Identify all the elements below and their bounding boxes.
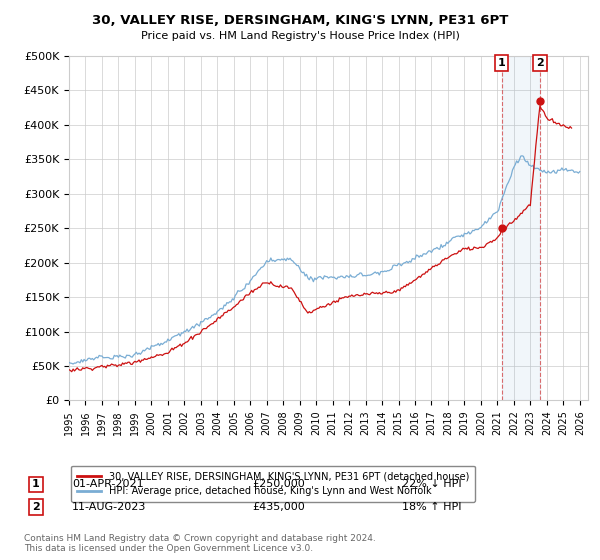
- Legend: 30, VALLEY RISE, DERSINGHAM, KING'S LYNN, PE31 6PT (detached house), HPI: Averag: 30, VALLEY RISE, DERSINGHAM, KING'S LYNN…: [71, 465, 475, 502]
- Text: Price paid vs. HM Land Registry's House Price Index (HPI): Price paid vs. HM Land Registry's House …: [140, 31, 460, 41]
- Text: 22% ↓ HPI: 22% ↓ HPI: [402, 479, 461, 489]
- Text: Contains HM Land Registry data © Crown copyright and database right 2024.
This d: Contains HM Land Registry data © Crown c…: [24, 534, 376, 553]
- Text: 1: 1: [497, 58, 505, 68]
- Bar: [502, 56, 540, 400]
- Text: 01-APR-2021: 01-APR-2021: [72, 479, 143, 489]
- Text: 30, VALLEY RISE, DERSINGHAM, KING'S LYNN, PE31 6PT: 30, VALLEY RISE, DERSINGHAM, KING'S LYNN…: [92, 14, 508, 27]
- Text: 11-AUG-2023: 11-AUG-2023: [72, 502, 146, 512]
- Text: 2: 2: [536, 58, 544, 68]
- Text: 2: 2: [32, 502, 40, 512]
- Text: £435,000: £435,000: [252, 502, 305, 512]
- Text: 1: 1: [32, 479, 40, 489]
- Text: £250,000: £250,000: [252, 479, 305, 489]
- Text: 18% ↑ HPI: 18% ↑ HPI: [402, 502, 461, 512]
